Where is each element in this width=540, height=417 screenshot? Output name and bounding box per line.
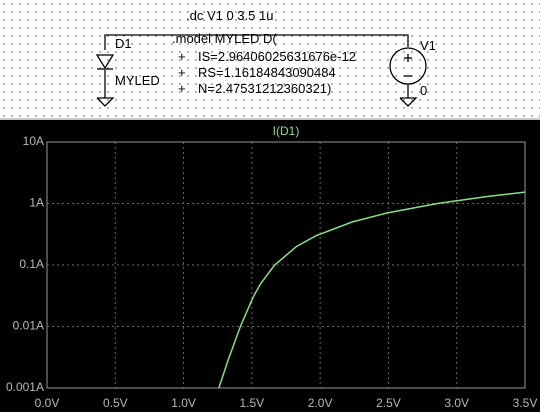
node-name: 0: [420, 83, 427, 98]
source-name: V1: [420, 38, 436, 53]
dc-directive: .dc V1 0 3.5 1u: [186, 8, 273, 23]
x-tick-label: 3.0V: [444, 396, 469, 410]
y-tick-label: 0.01A: [13, 319, 44, 333]
diode-name: D1: [115, 36, 132, 51]
x-tick-label: 1.0V: [171, 396, 196, 410]
y-tick-label: 0.1A: [19, 257, 44, 271]
model-line: IS=2.96406025631676e-12: [198, 49, 356, 64]
model-prefix: +: [178, 81, 186, 96]
x-tick-label: 0.0V: [35, 396, 60, 410]
y-tick-label: 1A: [29, 196, 44, 210]
schematic-drawing: .dc V1 0 3.5 1u D1 MYLED .model MYLED D(…: [95, 8, 436, 107]
model-prefix: +: [178, 49, 186, 64]
ground: [96, 97, 115, 107]
plot-frame: [46, 141, 526, 389]
wire: [104, 34, 409, 50]
model-line: RS=1.16184843090484: [198, 65, 336, 80]
trace: [218, 191, 526, 389]
voltage-source: [389, 47, 427, 85]
x-tick-label: 0.5V: [103, 396, 128, 410]
waveform-viewer: I(D1) 0.001A 0.01A 0.1A 1A 10A 0.0V 0.5V 1.0V 1.…: [0, 120, 540, 417]
chart: I(D1) 0.001A 0.01A 0.1A 1A 10A 0.0V 0.5V 1.0V 1.…: [0, 120, 540, 412]
x-tick-label: 3.5V: [513, 396, 538, 410]
model-header: .model MYLED D(: [172, 31, 277, 46]
chart-title: I(D1): [273, 124, 300, 138]
ground: [399, 97, 418, 107]
x-tick-label: 1.5V: [240, 396, 265, 410]
diode-body: [95, 54, 115, 70]
x-tick-label: 2.0V: [308, 396, 333, 410]
plot-background: [0, 120, 540, 412]
x-tick-label: 2.5V: [376, 396, 401, 410]
model-line: N=2.47531212360321): [198, 81, 331, 96]
model-prefix: +: [178, 65, 186, 80]
y-tick-label: 10A: [23, 134, 44, 148]
schematic: .dc V1 0 3.5 1u D1 MYLED .model MYLED D(…: [0, 0, 540, 120]
y-tick-label: 0.001A: [6, 380, 44, 394]
diode-value: MYLED: [115, 73, 160, 88]
